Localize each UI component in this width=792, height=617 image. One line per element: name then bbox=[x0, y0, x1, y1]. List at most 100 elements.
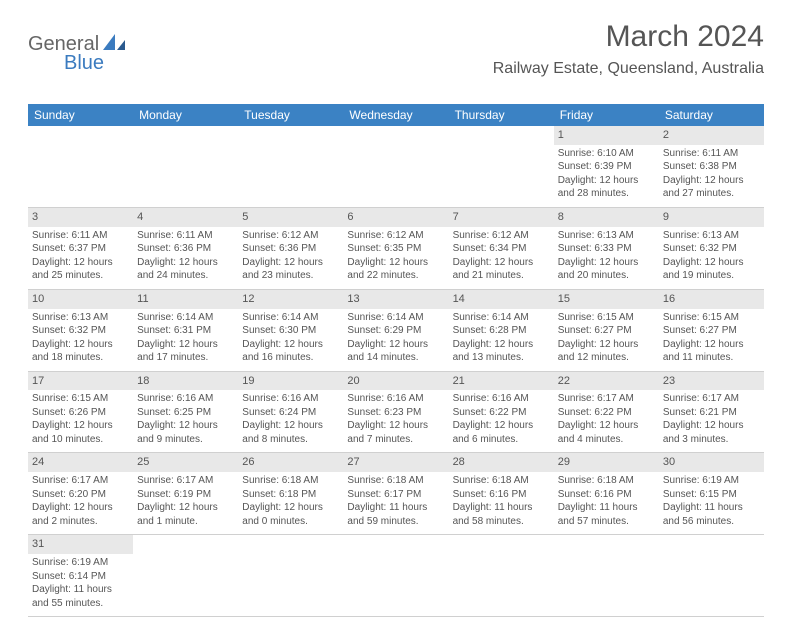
cell-sunset: Sunset: 6:39 PM bbox=[558, 160, 655, 174]
cell-daylight1: Daylight: 12 hours bbox=[558, 256, 655, 270]
day-number: 26 bbox=[238, 453, 343, 472]
logo-text-blue: Blue bbox=[64, 52, 104, 74]
cell-daylight2: and 12 minutes. bbox=[558, 351, 655, 365]
cell-sunset: Sunset: 6:18 PM bbox=[242, 488, 339, 502]
calendar-header-row: SundayMondayTuesdayWednesdayThursdayFrid… bbox=[28, 104, 764, 126]
cell-daylight1: Daylight: 12 hours bbox=[137, 256, 234, 270]
cell-sunrise: Sunrise: 6:13 AM bbox=[32, 311, 129, 325]
calendar-cell-empty bbox=[133, 126, 238, 208]
cell-sunrise: Sunrise: 6:11 AM bbox=[663, 147, 760, 161]
cell-sunrise: Sunrise: 6:19 AM bbox=[32, 556, 129, 570]
cell-daylight1: Daylight: 12 hours bbox=[137, 419, 234, 433]
calendar-cell: 15Sunrise: 6:15 AMSunset: 6:27 PMDayligh… bbox=[554, 290, 659, 372]
cell-daylight1: Daylight: 12 hours bbox=[558, 419, 655, 433]
cell-daylight1: Daylight: 12 hours bbox=[663, 338, 760, 352]
cell-sunset: Sunset: 6:28 PM bbox=[453, 324, 550, 338]
weekday-header: Sunday bbox=[28, 104, 133, 126]
day-number: 31 bbox=[28, 535, 133, 554]
day-number: 11 bbox=[133, 290, 238, 309]
cell-daylight1: Daylight: 12 hours bbox=[242, 338, 339, 352]
cell-daylight1: Daylight: 12 hours bbox=[32, 256, 129, 270]
day-number: 10 bbox=[28, 290, 133, 309]
calendar-cell-empty bbox=[554, 535, 659, 617]
cell-sunrise: Sunrise: 6:12 AM bbox=[242, 229, 339, 243]
day-number: 30 bbox=[659, 453, 764, 472]
cell-sunrise: Sunrise: 6:14 AM bbox=[242, 311, 339, 325]
cell-sunrise: Sunrise: 6:11 AM bbox=[137, 229, 234, 243]
cell-sunset: Sunset: 6:22 PM bbox=[453, 406, 550, 420]
cell-daylight2: and 22 minutes. bbox=[347, 269, 444, 283]
calendar-cell: 9Sunrise: 6:13 AMSunset: 6:32 PMDaylight… bbox=[659, 208, 764, 290]
cell-daylight2: and 25 minutes. bbox=[32, 269, 129, 283]
day-number: 18 bbox=[133, 372, 238, 391]
calendar-cell: 22Sunrise: 6:17 AMSunset: 6:22 PMDayligh… bbox=[554, 372, 659, 454]
cell-daylight2: and 0 minutes. bbox=[242, 515, 339, 529]
cell-daylight2: and 13 minutes. bbox=[453, 351, 550, 365]
cell-sunrise: Sunrise: 6:10 AM bbox=[558, 147, 655, 161]
calendar: SundayMondayTuesdayWednesdayThursdayFrid… bbox=[28, 104, 764, 617]
cell-sunset: Sunset: 6:27 PM bbox=[558, 324, 655, 338]
cell-sunset: Sunset: 6:25 PM bbox=[137, 406, 234, 420]
cell-daylight2: and 10 minutes. bbox=[32, 433, 129, 447]
cell-sunset: Sunset: 6:35 PM bbox=[347, 242, 444, 256]
calendar-cell-empty bbox=[449, 126, 554, 208]
calendar-cell: 14Sunrise: 6:14 AMSunset: 6:28 PMDayligh… bbox=[449, 290, 554, 372]
day-number: 21 bbox=[449, 372, 554, 391]
cell-daylight2: and 1 minute. bbox=[137, 515, 234, 529]
cell-sunset: Sunset: 6:37 PM bbox=[32, 242, 129, 256]
calendar-cell-empty bbox=[343, 535, 448, 617]
cell-daylight1: Daylight: 11 hours bbox=[558, 501, 655, 515]
cell-daylight2: and 55 minutes. bbox=[32, 597, 129, 611]
cell-sunrise: Sunrise: 6:15 AM bbox=[663, 311, 760, 325]
calendar-cell: 8Sunrise: 6:13 AMSunset: 6:33 PMDaylight… bbox=[554, 208, 659, 290]
cell-sunset: Sunset: 6:36 PM bbox=[137, 242, 234, 256]
cell-sunset: Sunset: 6:24 PM bbox=[242, 406, 339, 420]
cell-sunrise: Sunrise: 6:18 AM bbox=[242, 474, 339, 488]
cell-daylight1: Daylight: 12 hours bbox=[32, 419, 129, 433]
day-number: 28 bbox=[449, 453, 554, 472]
cell-daylight2: and 8 minutes. bbox=[242, 433, 339, 447]
cell-sunrise: Sunrise: 6:16 AM bbox=[242, 392, 339, 406]
day-number: 3 bbox=[28, 208, 133, 227]
cell-sunset: Sunset: 6:15 PM bbox=[663, 488, 760, 502]
calendar-cell: 30Sunrise: 6:19 AMSunset: 6:15 PMDayligh… bbox=[659, 453, 764, 535]
day-number: 13 bbox=[343, 290, 448, 309]
day-number: 23 bbox=[659, 372, 764, 391]
cell-daylight1: Daylight: 12 hours bbox=[242, 501, 339, 515]
header-right: March 2024 Railway Estate, Queensland, A… bbox=[493, 20, 764, 78]
cell-daylight1: Daylight: 12 hours bbox=[347, 419, 444, 433]
cell-sunset: Sunset: 6:20 PM bbox=[32, 488, 129, 502]
cell-daylight1: Daylight: 11 hours bbox=[347, 501, 444, 515]
calendar-cell: 12Sunrise: 6:14 AMSunset: 6:30 PMDayligh… bbox=[238, 290, 343, 372]
weekday-header: Monday bbox=[133, 104, 238, 126]
cell-sunset: Sunset: 6:31 PM bbox=[137, 324, 234, 338]
day-number: 12 bbox=[238, 290, 343, 309]
cell-sunrise: Sunrise: 6:16 AM bbox=[347, 392, 444, 406]
calendar-cell: 18Sunrise: 6:16 AMSunset: 6:25 PMDayligh… bbox=[133, 372, 238, 454]
cell-sunset: Sunset: 6:23 PM bbox=[347, 406, 444, 420]
calendar-cell: 16Sunrise: 6:15 AMSunset: 6:27 PMDayligh… bbox=[659, 290, 764, 372]
cell-daylight2: and 16 minutes. bbox=[242, 351, 339, 365]
cell-sunset: Sunset: 6:17 PM bbox=[347, 488, 444, 502]
calendar-cell: 23Sunrise: 6:17 AMSunset: 6:21 PMDayligh… bbox=[659, 372, 764, 454]
cell-sunset: Sunset: 6:22 PM bbox=[558, 406, 655, 420]
day-number: 2 bbox=[659, 126, 764, 145]
cell-daylight1: Daylight: 12 hours bbox=[32, 501, 129, 515]
cell-daylight2: and 56 minutes. bbox=[663, 515, 760, 529]
cell-sunrise: Sunrise: 6:15 AM bbox=[558, 311, 655, 325]
calendar-cell-empty bbox=[238, 535, 343, 617]
cell-daylight2: and 14 minutes. bbox=[347, 351, 444, 365]
cell-daylight1: Daylight: 11 hours bbox=[453, 501, 550, 515]
cell-sunrise: Sunrise: 6:11 AM bbox=[32, 229, 129, 243]
cell-sunrise: Sunrise: 6:19 AM bbox=[663, 474, 760, 488]
cell-daylight1: Daylight: 12 hours bbox=[558, 338, 655, 352]
calendar-cell-empty bbox=[659, 535, 764, 617]
cell-sunrise: Sunrise: 6:17 AM bbox=[137, 474, 234, 488]
calendar-cell: 13Sunrise: 6:14 AMSunset: 6:29 PMDayligh… bbox=[343, 290, 448, 372]
cell-sunrise: Sunrise: 6:14 AM bbox=[137, 311, 234, 325]
day-number: 20 bbox=[343, 372, 448, 391]
cell-daylight2: and 27 minutes. bbox=[663, 187, 760, 201]
day-number: 22 bbox=[554, 372, 659, 391]
cell-sunset: Sunset: 6:26 PM bbox=[32, 406, 129, 420]
cell-sunrise: Sunrise: 6:18 AM bbox=[453, 474, 550, 488]
